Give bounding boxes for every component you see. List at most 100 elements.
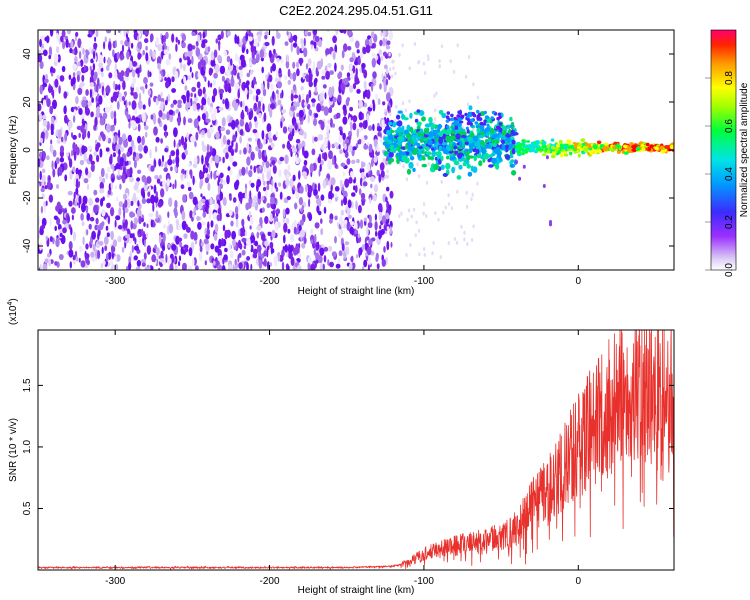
heatmap-cell	[398, 214, 401, 219]
heatmap-cell	[309, 163, 314, 173]
heatmap-cell	[466, 102, 470, 107]
heatmap-cell	[57, 224, 62, 231]
heatmap-cell	[52, 67, 56, 74]
heatmap-cell	[450, 130, 456, 135]
heatmap-cell	[334, 163, 338, 169]
heatmap-cell	[456, 175, 462, 180]
heatmap-cell	[271, 63, 276, 72]
heatmap-cell	[480, 131, 485, 136]
heatmap-cell	[78, 50, 82, 60]
heatmap-cell	[142, 190, 146, 200]
heatmap-cell	[234, 263, 238, 270]
colorbar-tick-label: 0.6	[724, 119, 735, 133]
heatmap-cell	[126, 198, 131, 209]
heatmap-cell	[164, 147, 169, 153]
heatmap-cell	[195, 265, 199, 270]
heatmap-cell	[358, 100, 364, 109]
heatmap-cell	[521, 139, 526, 143]
heatmap-cell	[323, 246, 329, 252]
heatmap-cell	[131, 100, 137, 111]
heatmap-cell	[115, 215, 121, 221]
heatmap-cell	[337, 258, 341, 264]
heatmap-cell	[99, 188, 105, 194]
heatmap-cell	[396, 157, 400, 165]
heatmap-cell	[613, 141, 617, 145]
heatmap-cell	[355, 40, 360, 49]
heatmap-cell	[217, 185, 221, 196]
heatmap-cell	[112, 152, 116, 158]
heatmap-cell	[175, 43, 178, 52]
heatmap-cell	[85, 206, 89, 214]
heatmap-cell	[298, 158, 302, 163]
y-tick-label: 0.5	[22, 501, 33, 515]
heatmap-cell	[438, 59, 441, 63]
heatmap-cell	[451, 166, 455, 174]
heatmap-cell	[203, 64, 206, 71]
heatmap-cell	[261, 172, 265, 182]
heatmap-cell	[389, 112, 392, 117]
heatmap-cell	[74, 46, 78, 55]
heatmap-cell	[174, 179, 177, 189]
heatmap-cell	[231, 69, 236, 75]
heatmap-cell	[89, 88, 92, 99]
heatmap-cell	[524, 149, 529, 154]
heatmap-cell	[287, 265, 290, 270]
heatmap-cell	[153, 126, 158, 136]
heatmap-cell	[304, 30, 308, 36]
heatmap-cell	[169, 263, 174, 270]
heatmap-cell	[131, 245, 134, 254]
heatmap-cell	[89, 82, 95, 87]
heatmap-cell	[314, 35, 320, 43]
heatmap-cell	[313, 136, 318, 142]
heatmap-cell	[54, 78, 59, 88]
heatmap-cell	[382, 51, 387, 57]
heatmap-cell	[93, 71, 98, 80]
heatmap-cell	[70, 40, 74, 49]
heatmap-cell	[210, 68, 214, 74]
heatmap-cell	[422, 211, 425, 216]
heatmap-cell	[256, 179, 262, 188]
heatmap-cell	[238, 228, 241, 237]
heatmap-cell	[261, 264, 265, 270]
heatmap-cell	[349, 134, 352, 141]
x-tick-label: 0	[576, 276, 582, 287]
heatmap-cell	[323, 106, 329, 116]
heatmap-cell	[83, 128, 87, 139]
heatmap-cell	[286, 143, 292, 149]
heatmap-cell	[373, 138, 378, 148]
heatmap-cell	[440, 164, 445, 170]
heatmap-cell	[361, 62, 366, 69]
heatmap-cell	[153, 115, 157, 125]
x-tick-label: -200	[260, 576, 280, 587]
heatmap-cell	[218, 107, 224, 111]
heatmap-cell	[244, 230, 248, 237]
heatmap-cell	[328, 150, 333, 160]
heatmap-cell	[280, 119, 283, 129]
heatmap-cell	[348, 144, 353, 153]
heatmap-cell	[81, 202, 86, 213]
heatmap-cell	[477, 146, 482, 150]
heatmap-cell	[471, 192, 474, 197]
heatmap-cell	[487, 158, 492, 163]
heatmap-cell	[551, 145, 555, 150]
heatmap-cell	[104, 245, 108, 252]
heatmap-cell	[183, 116, 186, 126]
heatmap-cell	[137, 233, 141, 238]
heatmap-cell	[124, 91, 127, 96]
heatmap-cell	[272, 248, 275, 254]
heatmap-cell	[117, 168, 120, 177]
heatmap-cell	[475, 124, 480, 129]
heatmap-cell	[337, 222, 339, 228]
heatmap-cell	[155, 36, 160, 47]
heatmap-cell	[74, 200, 78, 207]
heatmap-cell	[186, 182, 191, 186]
heatmap-cell	[213, 233, 218, 241]
heatmap-cell	[491, 152, 496, 157]
heatmap-cell	[90, 69, 95, 77]
heatmap-cell	[293, 219, 298, 230]
heatmap-cell	[147, 70, 150, 78]
heatmap-cell	[290, 256, 295, 266]
heatmap-cell	[192, 212, 195, 218]
heatmap-cell	[359, 219, 364, 229]
heatmap-cell	[295, 157, 300, 165]
